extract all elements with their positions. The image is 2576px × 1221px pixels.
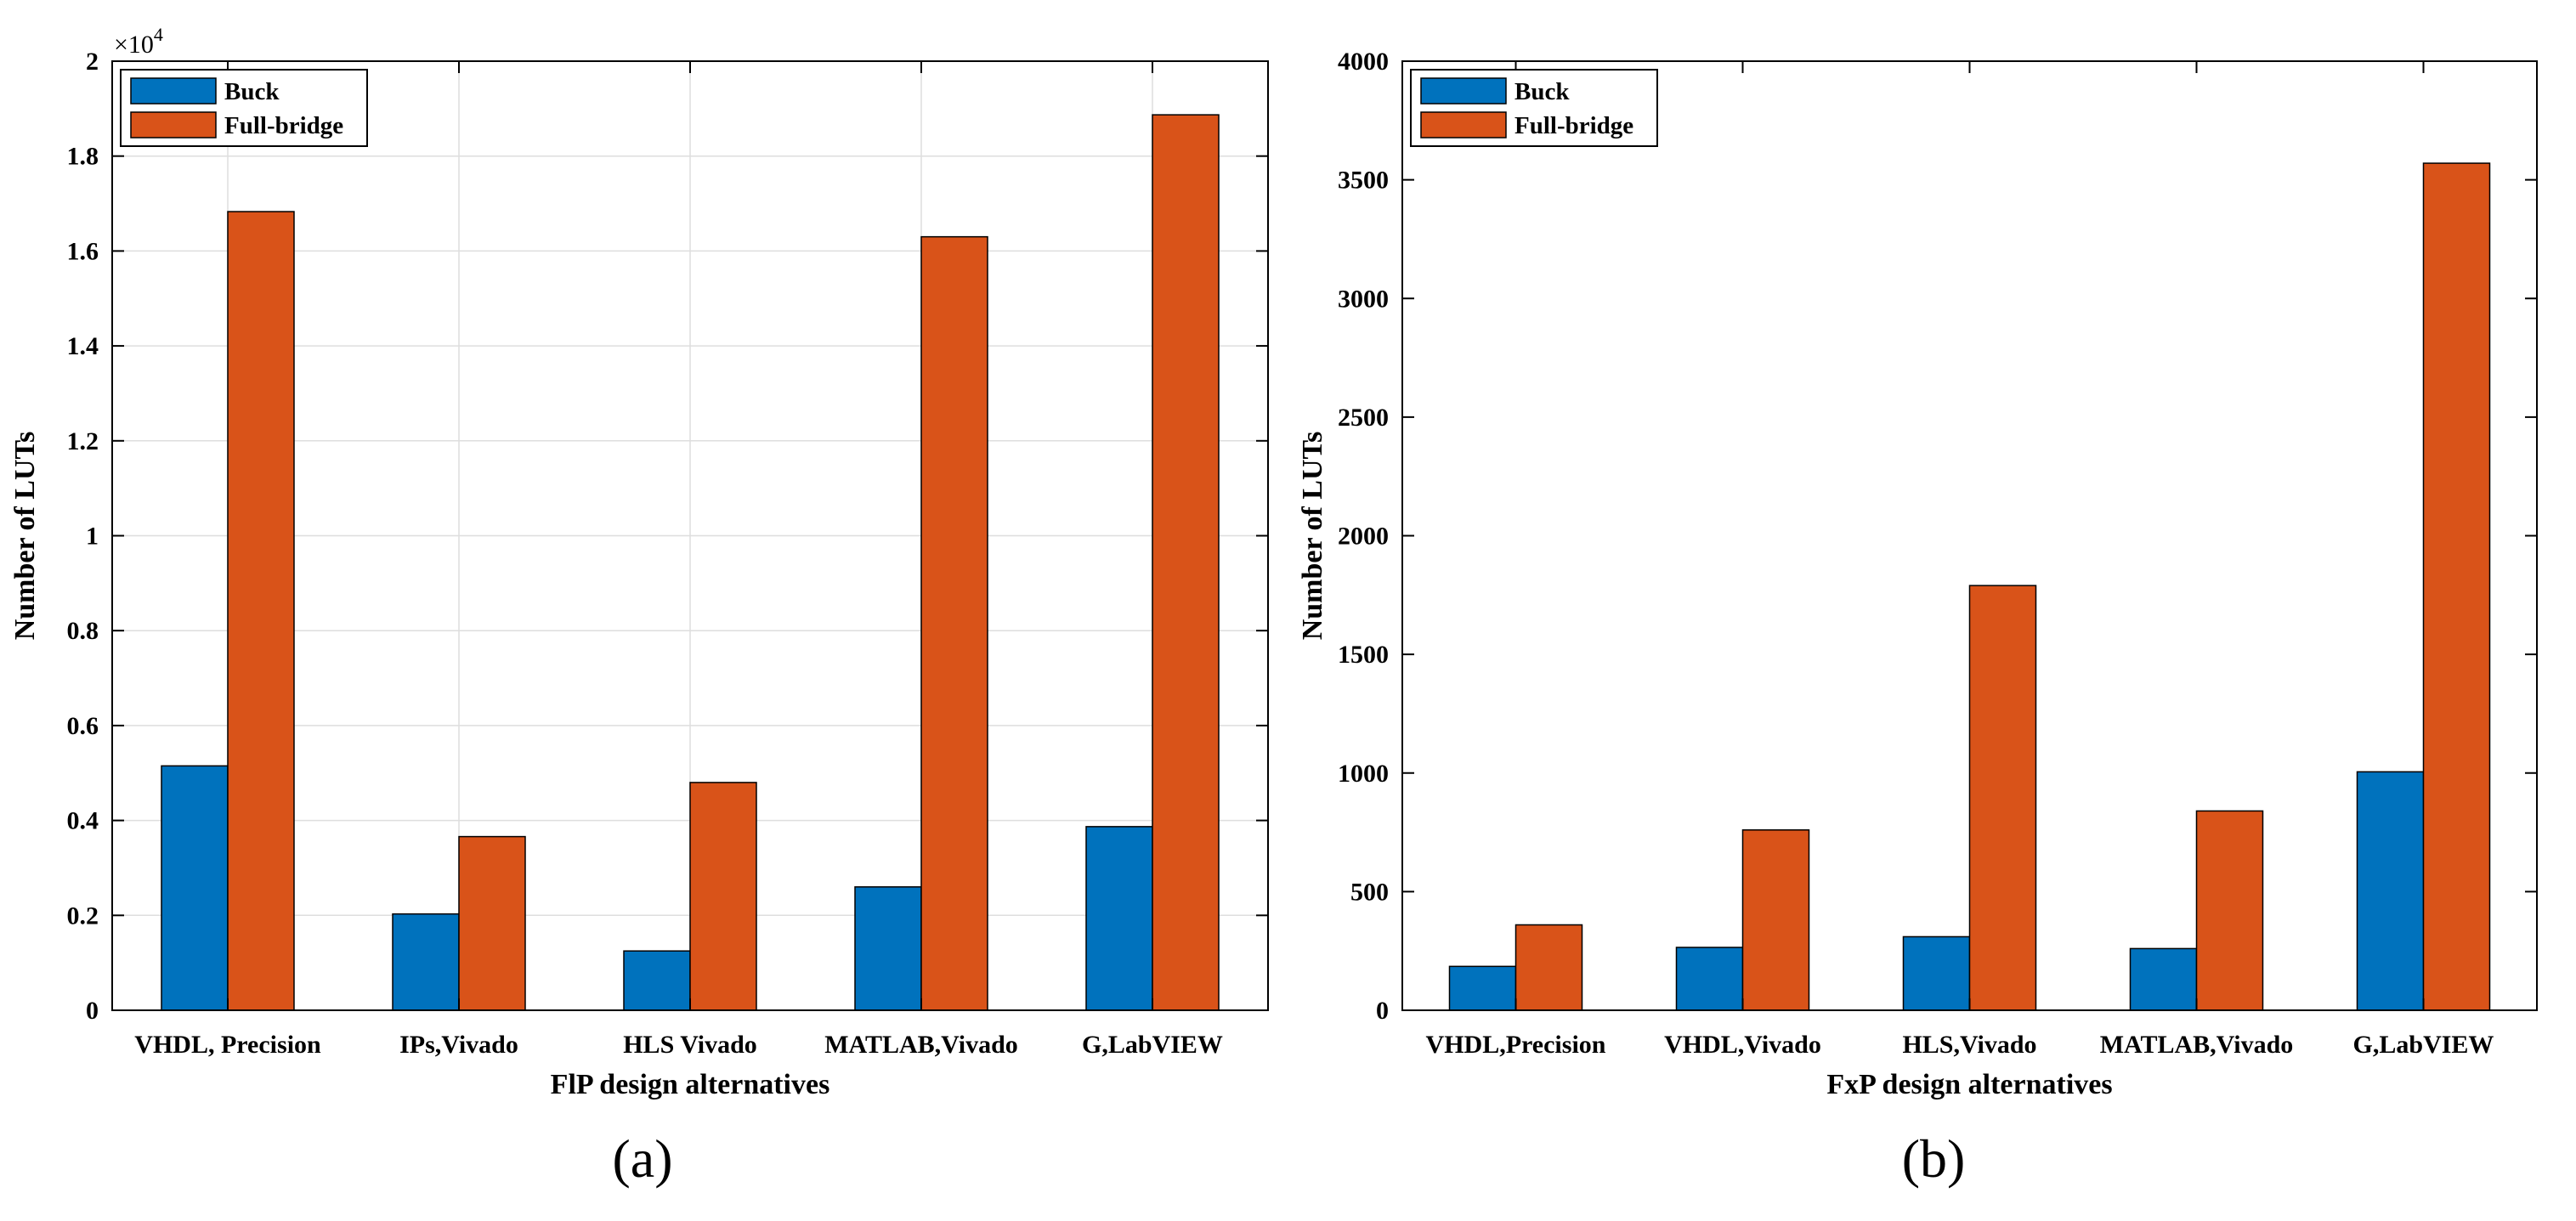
y-exponent-label: ×104 [114,24,163,59]
x-tick-label: VHDL,Vivado [1664,1031,1821,1059]
y-tick-label: 2000 [1338,523,1389,551]
bar-buck-2 [1675,947,1744,1011]
bar-buck-3 [623,950,691,1011]
bar-buck-5 [2356,771,2425,1011]
bar-buck-2 [392,913,460,1011]
legend-swatch-buck [130,77,217,105]
legend-swatch-full-bridge [130,111,217,138]
chart-b: 0 500 1000 1500 2000 2500 3000 3500 4000 VHDL,Pre… [1297,48,2538,1189]
legend-label-full-bridge: Full-bridge [1514,112,1633,139]
legend-swatch-full-bridge [1420,111,1507,138]
panel-label: (a) [612,1128,672,1189]
bar-buck-4 [2129,947,2198,1011]
bar-full-bridge-5 [2422,162,2491,1011]
y-tick-label: 1 [86,523,99,551]
y-tick-label: 1.4 [67,332,99,360]
y-tick-label: 0.4 [67,807,99,835]
bar-full-bridge-3 [689,782,757,1011]
legend-label-buck: Buck [224,78,280,105]
chart-a: 0 0.2 0.4 0.6 0.8 1 1.2 1.4 1.6 1.8 2 VHDL, Precisi… [9,24,1269,1189]
y-axis-label: Number of LUTs [1297,432,1328,641]
bar-full-bridge-4 [920,235,988,1011]
bar-full-bridge-4 [2195,810,2264,1011]
x-tick-label: HLS Vivado [623,1031,757,1059]
y-tick-label: 3000 [1338,285,1389,313]
y-tick-label: 1000 [1338,760,1389,788]
bar-full-bridge-1 [1514,924,1583,1011]
y-tick-label: 0.2 [67,902,99,930]
x-tick-label: G,LabVIEW [1082,1031,1223,1059]
bar-buck-1 [1448,965,1517,1011]
legend-label-full-bridge: Full-bridge [224,112,343,139]
y-tick-label: 1.6 [67,237,99,265]
y-axis-label: Number of LUTs [9,432,41,641]
y-tick-label: 0.6 [67,712,99,740]
y-tick-label: 2 [86,48,99,76]
y-tick-label: 4000 [1338,48,1389,76]
x-tick-label: IPs,Vivado [399,1031,518,1059]
bar-full-bridge-3 [1968,585,2037,1011]
panel-label: (b) [1902,1128,1966,1189]
bar-full-bridge-5 [1152,114,1220,1011]
x-tick-label: VHDL, Precision [134,1031,321,1059]
bar-full-bridge-1 [227,211,295,1011]
bar-full-bridge-2 [458,835,526,1011]
x-tick-label: VHDL,Precision [1426,1031,1606,1059]
x-axis-label: FxP design alternatives [1826,1069,2112,1100]
y-tick-label: 0.8 [67,617,99,645]
legend-label-buck: Buck [1514,78,1570,105]
x-axis-label: FlP design alternatives [551,1069,830,1100]
y-tick-label: 1500 [1338,641,1389,669]
y-tick-label: 1.2 [67,427,99,455]
y-tick-label: 2500 [1338,404,1389,432]
x-tick-label: G,LabVIEW [2353,1031,2494,1059]
legend-swatch-buck [1420,77,1507,105]
x-tick-label: HLS,Vivado [1902,1031,2036,1059]
y-tick-label: 3500 [1338,167,1389,195]
bar-buck-4 [854,886,922,1011]
y-tick-label: 0 [86,997,99,1025]
x-tick-label: MATLAB,Vivado [824,1031,1018,1059]
y-tick-label: 500 [1350,878,1389,906]
x-tick-label: MATLAB,Vivado [2100,1031,2294,1059]
y-tick-label: 0 [1376,997,1389,1025]
y-tick-label: 1.8 [67,143,99,171]
bar-full-bridge-2 [1741,829,1810,1011]
bar-buck-3 [1902,936,1971,1011]
bar-buck-1 [161,765,229,1011]
bar-buck-5 [1085,826,1153,1011]
